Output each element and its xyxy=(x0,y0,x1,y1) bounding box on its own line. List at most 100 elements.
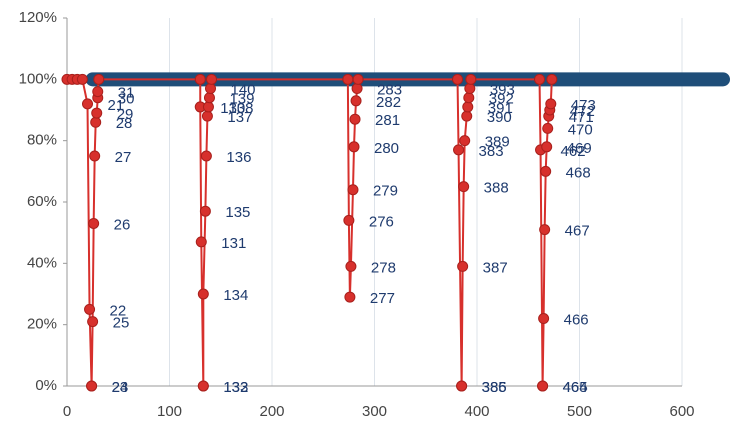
y-tick-label: 40% xyxy=(27,254,57,271)
data-label: 468 xyxy=(566,164,591,181)
data-label: 386 xyxy=(482,379,507,396)
data-point xyxy=(352,73,364,85)
data-point xyxy=(537,380,549,392)
data-label: 134 xyxy=(223,287,248,304)
data-point xyxy=(539,224,551,236)
data-point xyxy=(194,73,206,85)
data-point xyxy=(453,144,465,156)
data-point xyxy=(351,83,363,95)
data-label: 139 xyxy=(229,91,254,108)
data-point xyxy=(202,101,214,113)
data-label: 391 xyxy=(488,100,513,117)
data-label: 24 xyxy=(112,379,129,396)
data-point xyxy=(463,92,475,104)
x-tick-label: 500 xyxy=(567,403,592,420)
data-point xyxy=(545,98,557,110)
data-point xyxy=(88,217,100,229)
data-point xyxy=(195,236,207,248)
data-point xyxy=(90,116,102,128)
data-label: 279 xyxy=(373,183,398,200)
data-label: 471 xyxy=(569,109,594,126)
data-label: 23 xyxy=(112,379,129,396)
data-point xyxy=(89,150,101,162)
data-point xyxy=(206,73,218,85)
data-label: 277 xyxy=(370,290,395,307)
data-label: 280 xyxy=(374,140,399,157)
data-label: 388 xyxy=(484,180,509,197)
y-tick-label: 0% xyxy=(35,377,57,394)
data-point xyxy=(546,73,558,85)
data-label: 25 xyxy=(113,315,130,332)
data-label: 278 xyxy=(371,259,396,276)
data-label: 22 xyxy=(110,302,127,319)
data-point xyxy=(348,141,360,153)
data-label: 473 xyxy=(571,97,596,114)
data-point xyxy=(203,92,215,104)
data-point xyxy=(92,86,104,98)
data-point xyxy=(91,107,103,119)
data-point xyxy=(538,313,550,325)
data-label: 132 xyxy=(223,379,248,396)
data-point xyxy=(87,316,99,328)
x-tick-label: 0 xyxy=(63,403,71,420)
data-label: 466 xyxy=(564,312,589,329)
data-point xyxy=(86,380,98,392)
data-label: 140 xyxy=(231,82,256,99)
data-point xyxy=(205,83,216,95)
data-point xyxy=(350,95,362,107)
data-point xyxy=(462,101,474,113)
data-label: 31 xyxy=(118,85,135,102)
data-point xyxy=(456,380,468,392)
data-point xyxy=(345,260,357,272)
data-label: 390 xyxy=(487,109,512,126)
data-label: 138 xyxy=(228,100,253,117)
data-label: 472 xyxy=(570,103,595,120)
x-tick-label: 100 xyxy=(157,403,182,420)
data-point xyxy=(534,73,546,85)
x-tick-label: 600 xyxy=(669,403,694,420)
data-point xyxy=(93,73,105,85)
x-tick-label: 300 xyxy=(362,403,387,420)
data-point xyxy=(452,73,464,85)
data-label: 383 xyxy=(479,143,504,160)
data-point xyxy=(344,291,356,303)
data-label: 21 xyxy=(108,97,125,114)
data-point xyxy=(343,214,355,226)
data-point xyxy=(76,73,88,85)
data-label: 30 xyxy=(118,91,135,108)
data-label: 393 xyxy=(490,82,515,99)
data-label: 389 xyxy=(485,134,510,151)
data-point xyxy=(541,141,553,153)
data-point xyxy=(342,73,354,85)
data-point xyxy=(347,184,359,196)
series-line xyxy=(66,78,553,387)
x-tick-label: 400 xyxy=(464,403,489,420)
data-point xyxy=(84,303,96,315)
data-label: 135 xyxy=(225,204,250,221)
data-point xyxy=(201,110,213,122)
data-label: 465 xyxy=(563,379,588,396)
data-label: 137 xyxy=(227,109,252,126)
data-point xyxy=(461,110,473,122)
data-label: 469 xyxy=(567,140,592,157)
data-point xyxy=(457,260,469,272)
x-tick-label: 200 xyxy=(259,403,284,420)
data-label: 387 xyxy=(483,259,508,276)
y-tick-label: 100% xyxy=(19,70,57,87)
data-label: 392 xyxy=(489,91,514,108)
data-label: 385 xyxy=(482,379,507,396)
data-point xyxy=(199,205,211,217)
data-label: 130 xyxy=(220,100,245,117)
data-label: 29 xyxy=(117,106,134,123)
data-point xyxy=(197,380,209,392)
y-tick-label: 120% xyxy=(19,9,57,26)
y-tick-label: 20% xyxy=(27,316,57,333)
data-label: 276 xyxy=(369,213,394,230)
data-label: 281 xyxy=(375,112,400,129)
data-point xyxy=(542,122,554,134)
data-label: 133 xyxy=(223,379,248,396)
data-label: 28 xyxy=(116,115,133,132)
data-point xyxy=(197,288,209,300)
data-label: 136 xyxy=(226,149,251,166)
data-point xyxy=(349,113,361,125)
